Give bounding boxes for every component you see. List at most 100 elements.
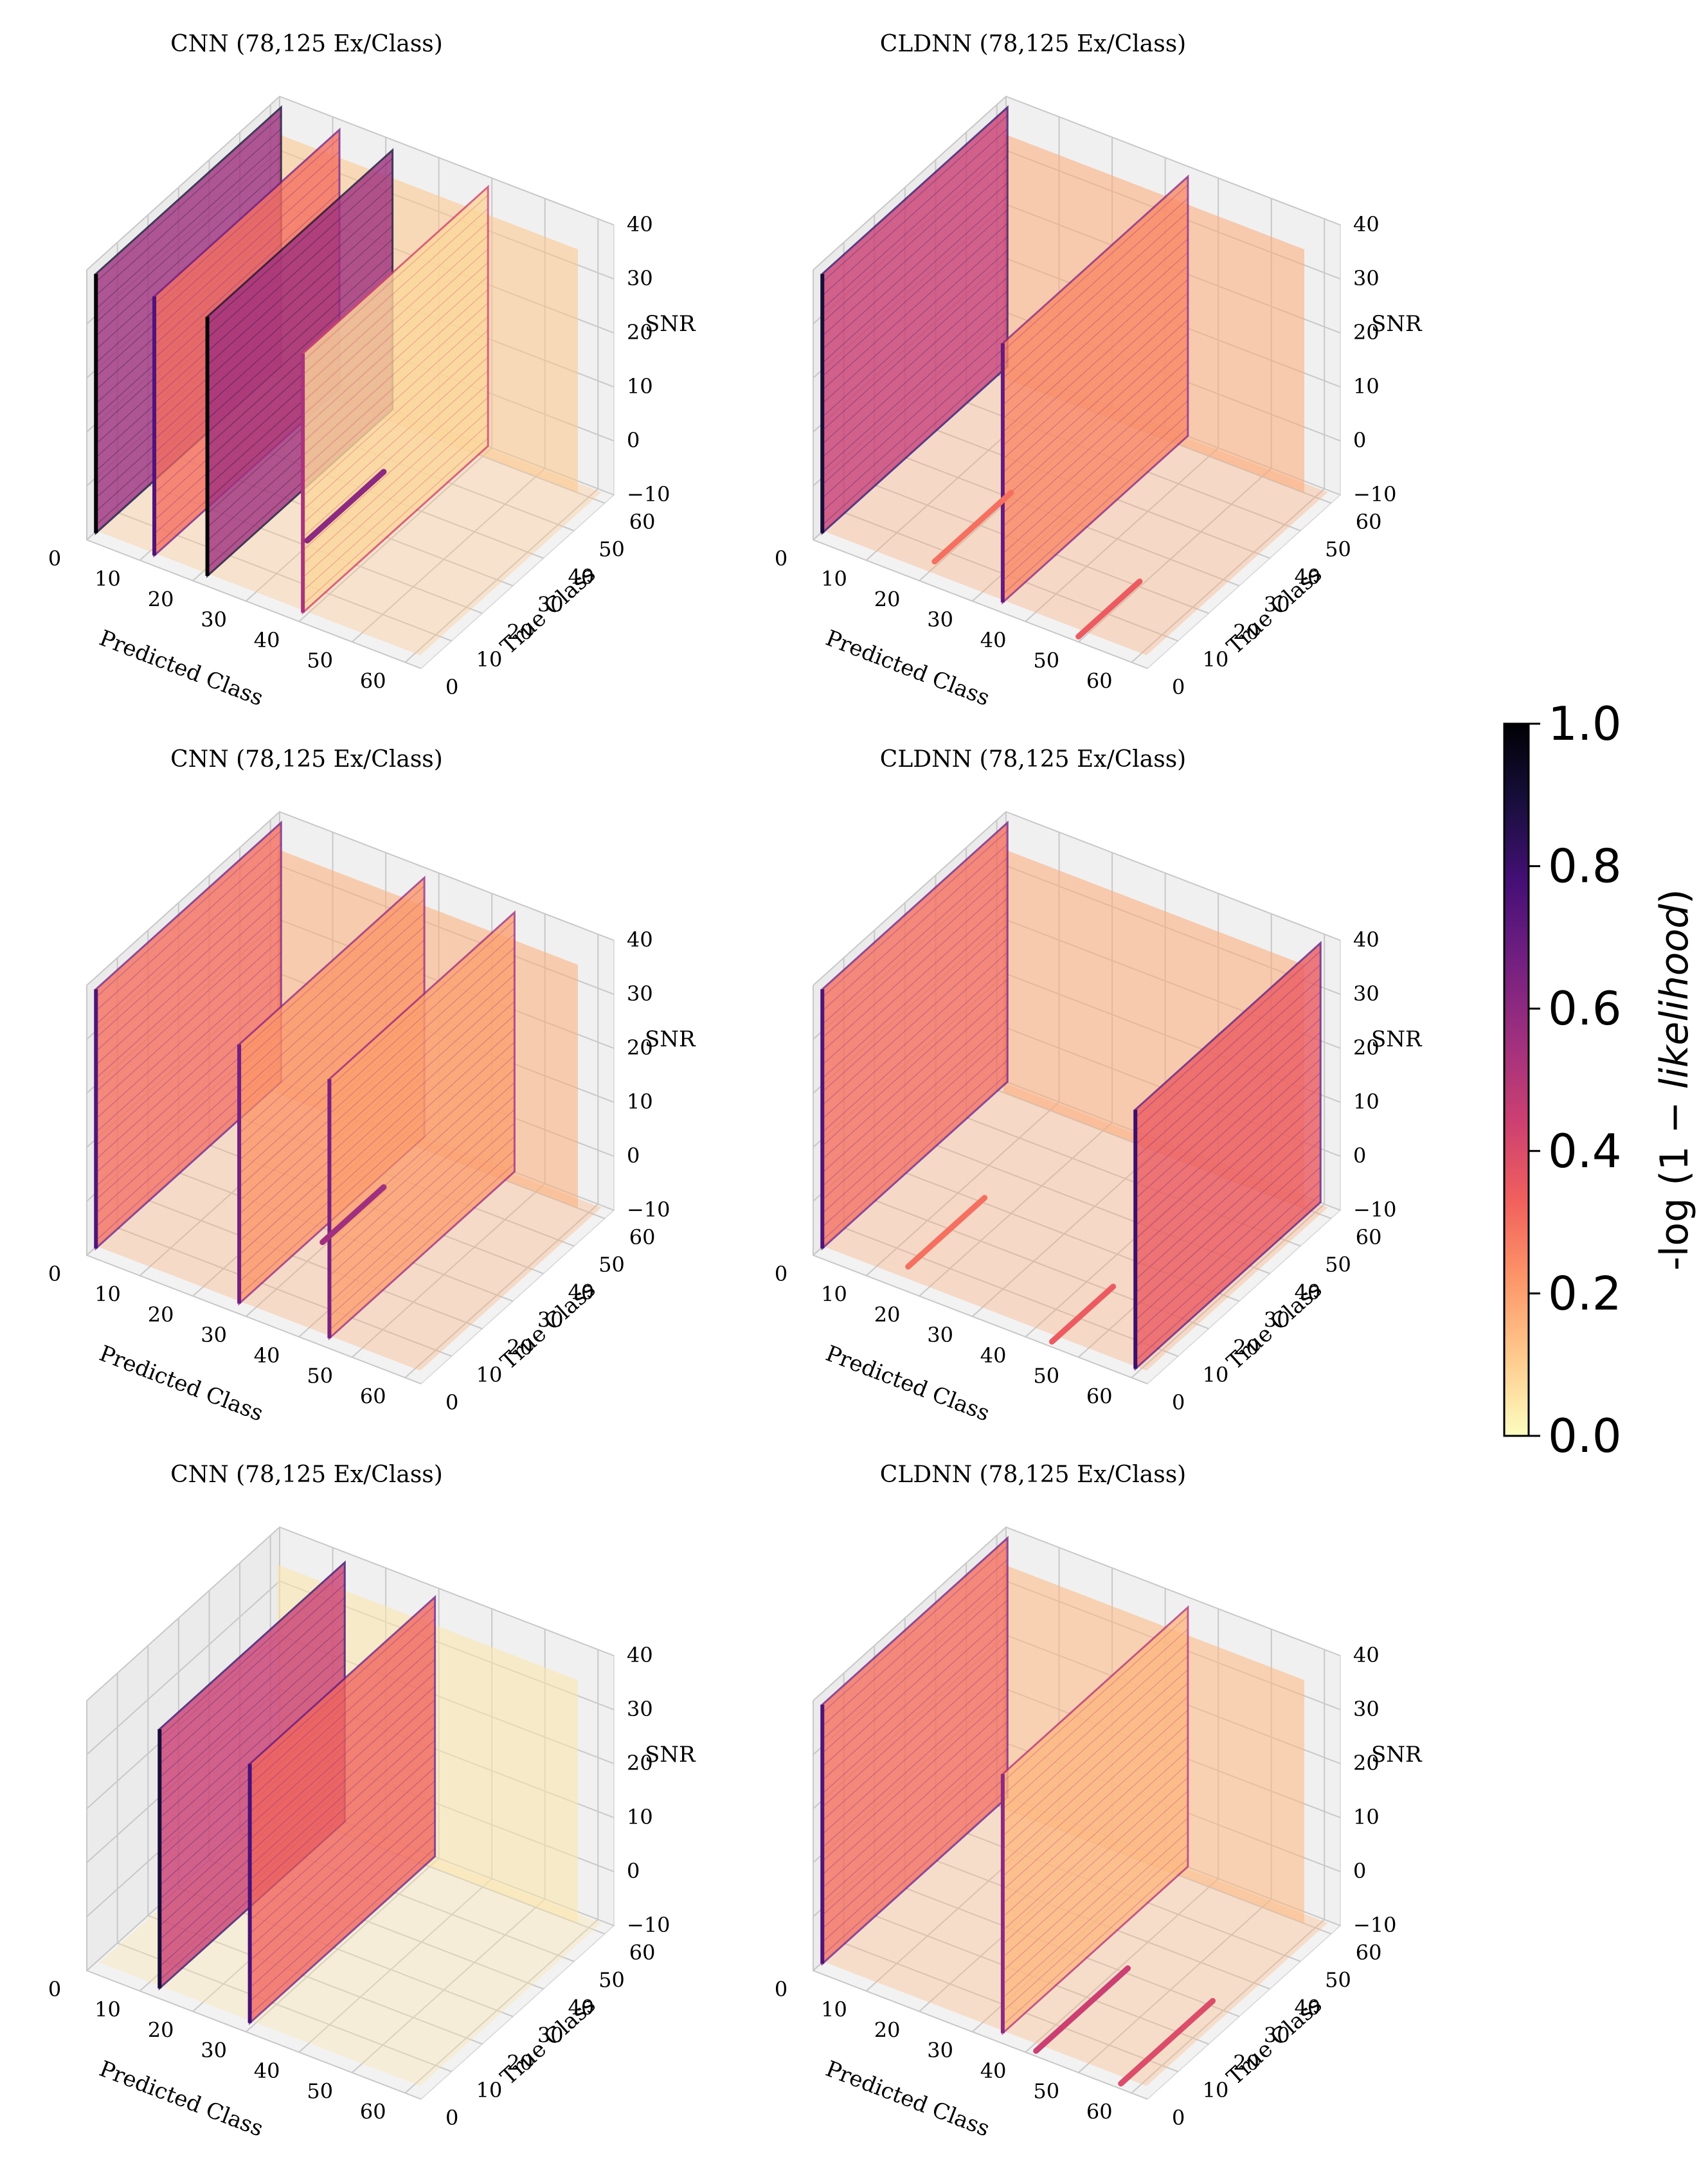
wall-stripe (1002, 306, 1189, 474)
y-tick-label: 40 (568, 1280, 594, 1305)
z-tick-label: 30 (1353, 1697, 1380, 1721)
z-tick-label: 40 (1353, 1643, 1380, 1667)
low-snr-band (1033, 1965, 1131, 2054)
wall-stripe (329, 1149, 515, 1317)
wall-stripe (249, 1699, 436, 1867)
wall-stripe (822, 925, 1008, 1093)
gridline-z (813, 811, 1007, 986)
z-tick-label: −10 (627, 1913, 670, 1937)
wall-stripe (822, 1775, 1008, 1943)
wall-stripe (1002, 184, 1189, 352)
wall-stripe (302, 194, 489, 362)
wall-stripe (154, 151, 340, 319)
wall-stripe (1002, 198, 1189, 366)
gridline-y (813, 1970, 1148, 2100)
z-tick-label: −10 (1353, 1197, 1397, 1222)
wall-stripe (1002, 373, 1189, 541)
wall-stripe (1002, 1723, 1189, 1891)
wall-stripe (159, 1624, 345, 1792)
wall-stripe (329, 960, 515, 1128)
wall-stripe (822, 1073, 1008, 1241)
wall-stripe (822, 264, 1008, 431)
y-tick-label: 20 (507, 1335, 533, 1359)
x-tick-label: 60 (1086, 1384, 1113, 1408)
wall-stripe (329, 1082, 515, 1249)
wall-stripe (249, 1807, 436, 1975)
y-tick-label: 10 (1203, 647, 1229, 672)
wall-stripe (822, 1748, 1008, 1916)
x-tick-label: 60 (360, 1384, 386, 1408)
wall-stripe (302, 289, 489, 457)
colorbar-label-italic: likelihood (1652, 904, 1697, 1089)
wall-stripe (1002, 1777, 1189, 1945)
y-tick-label: 20 (507, 2050, 533, 2075)
gridline-x (298, 1878, 492, 2053)
z-tick-label: 0 (1353, 1143, 1366, 1168)
wall-stripe (822, 304, 1008, 472)
wall-stripe (159, 1665, 345, 1832)
z-tick-label: 10 (627, 1089, 653, 1114)
wall-stripe (822, 965, 1008, 1133)
wall-stripe (1002, 1629, 1189, 1796)
x-tick-label: 40 (254, 628, 280, 652)
low-snr-band (319, 1184, 387, 1246)
x-tick-label: 0 (48, 1262, 61, 1286)
wall-stripe (249, 1834, 436, 2002)
wall-stripe (1002, 333, 1189, 501)
wall-stripe (1002, 1710, 1189, 1877)
wall-stripe (1002, 1683, 1189, 1850)
wall-stripe (249, 1645, 436, 1813)
y-tick-label: 50 (598, 1968, 625, 1992)
wall-stripe (1135, 1113, 1321, 1280)
wall-stripe (249, 1753, 436, 1921)
wall-stripe (249, 1726, 436, 1894)
y-tick-label: 50 (1325, 1253, 1351, 1277)
gridline-z (279, 1526, 615, 1656)
z-axis-label: SNR (1371, 1026, 1423, 1052)
wall-stripe (822, 237, 1008, 404)
wall-stripe (302, 356, 489, 524)
x-tick-label: 20 (874, 587, 901, 611)
x-axis-label: Predicted Class (96, 1341, 267, 1427)
x-tick-label: 30 (201, 1323, 227, 1347)
z-tick-label: 40 (627, 1643, 653, 1667)
wall-stripe (822, 938, 1008, 1106)
z-tick-label: 20 (1353, 1035, 1380, 1060)
wall-stripe (1002, 1615, 1189, 1783)
x-tick-label: 0 (775, 1977, 787, 2001)
y-tick-label: 30 (537, 2023, 564, 2047)
colorbar-tick-label: 0.8 (1548, 839, 1622, 893)
wall-stripe (302, 343, 489, 511)
y-tick-label: 40 (568, 1996, 594, 2020)
x-tick-label: 0 (48, 1977, 61, 2001)
wall-stripe (95, 884, 282, 1052)
wall-stripe (1135, 991, 1321, 1159)
z-tick-label: 30 (627, 266, 653, 291)
y-tick-label: 50 (598, 1253, 625, 1277)
z-tick-label: 10 (1353, 1805, 1380, 1829)
gridline-z (86, 1580, 280, 1755)
x-tick-label: 60 (1086, 2099, 1113, 2124)
x-tick-label: 50 (307, 649, 333, 673)
wall-stripe (822, 871, 1008, 1039)
x-tick-label: 60 (360, 2099, 386, 2124)
gridline-x (865, 1102, 1060, 1276)
wall-stripe (1135, 1099, 1321, 1267)
wall-stripe (329, 1014, 515, 1182)
wall-stripe (95, 938, 282, 1106)
z-tick-label: 0 (627, 1143, 640, 1168)
y-tick-label: 0 (445, 1390, 458, 1415)
wall-stripe (1135, 951, 1321, 1118)
z-tick-label: 10 (627, 1805, 653, 1829)
wall-stripe (822, 345, 1008, 512)
z-tick-label: −10 (627, 1197, 670, 1222)
wall-stripe (822, 1708, 1008, 1875)
wall-stripe (95, 844, 282, 1012)
wall-stripe (302, 370, 489, 538)
z-axis-label: SNR (645, 311, 696, 337)
wall-stripe (822, 952, 1008, 1120)
x-tick-label: 20 (874, 2018, 901, 2042)
